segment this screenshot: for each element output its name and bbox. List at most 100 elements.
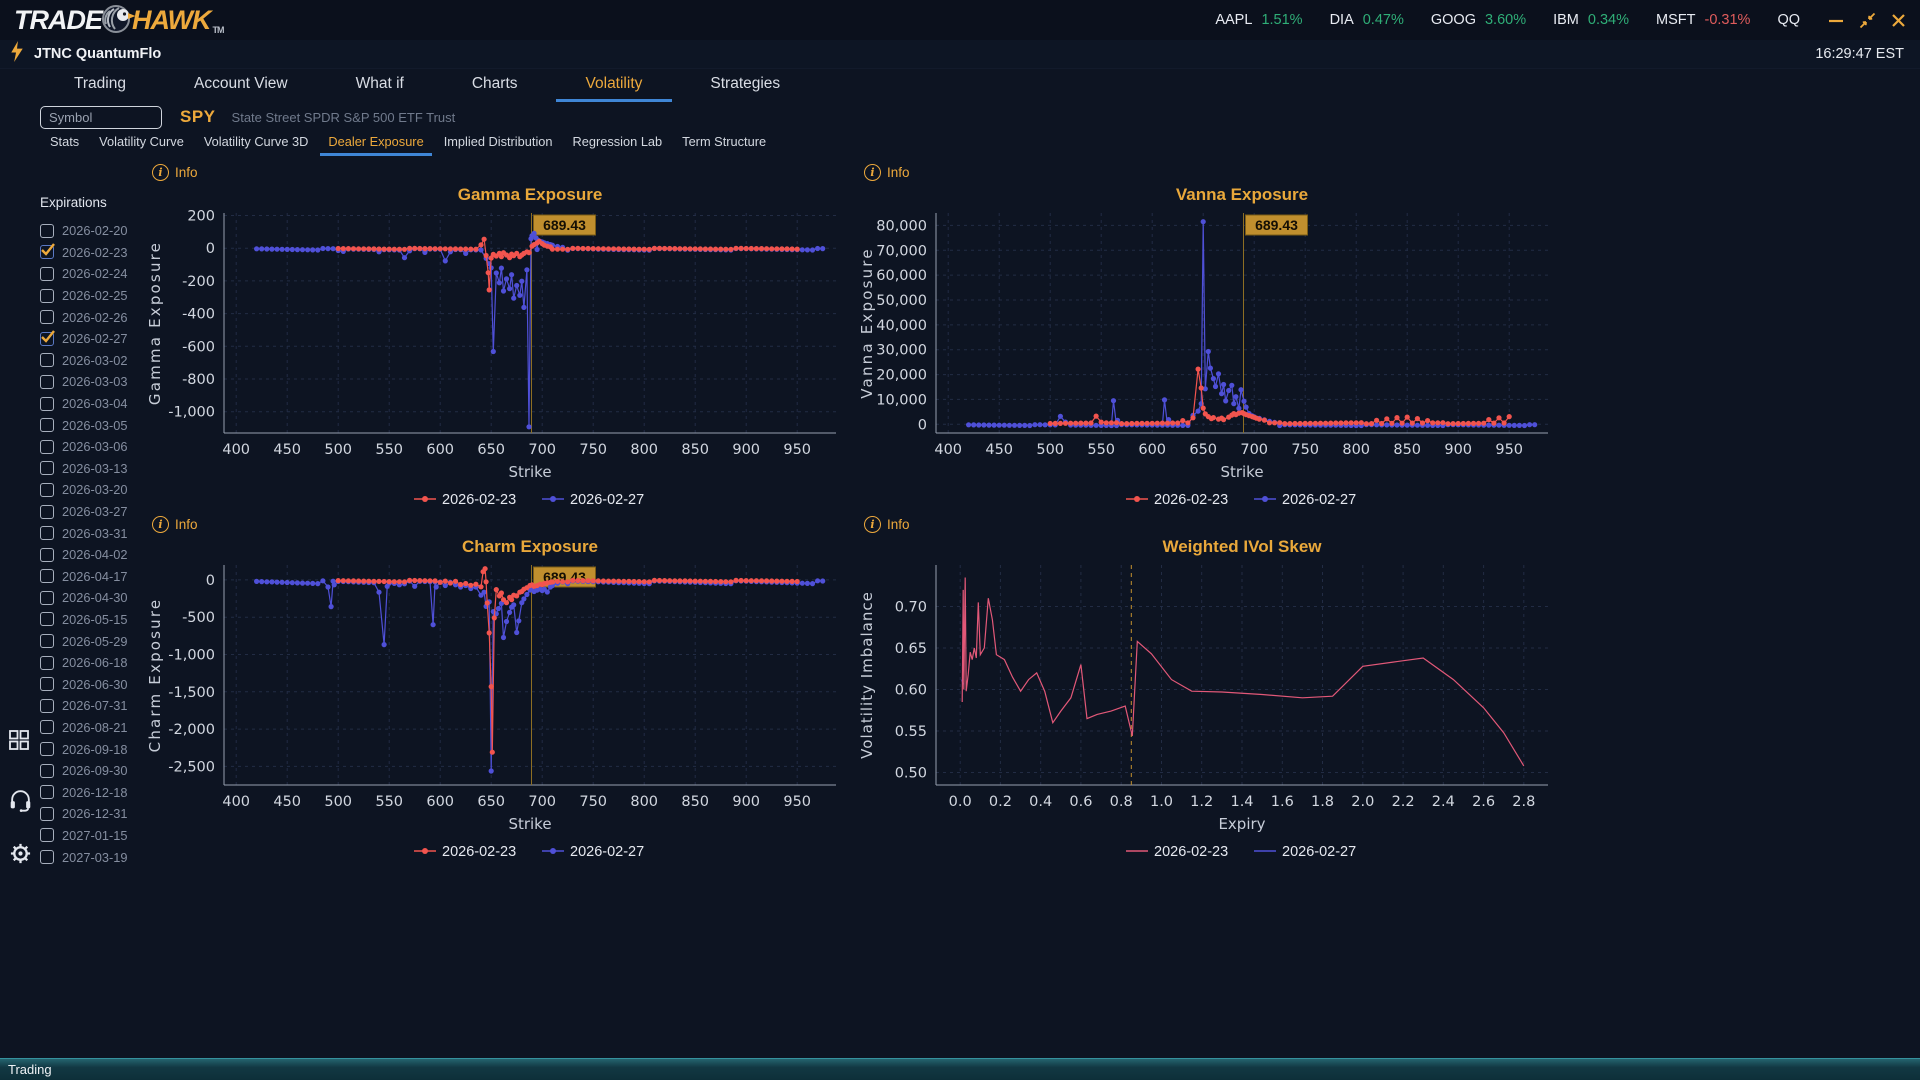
tab-volatility[interactable]: Volatility [552,69,677,102]
info-label: Info [887,516,910,532]
expiration-date-label: 2026-03-05 [62,417,128,433]
expirations-list: 2026-02-20 2026-02-23 2026-02-24 2026-02-25… [40,220,144,868]
expiration-date-label: 2026-06-30 [62,676,128,692]
expiration-checkbox-2026-02-25[interactable]: 2026-02-25 [40,285,144,307]
minimize-button[interactable] [1828,12,1844,28]
expiration-checkbox-2026-02-20[interactable]: 2026-02-20 [40,220,144,242]
expiration-checkbox-2026-03-03[interactable]: 2026-03-03 [40,371,144,393]
svg-text:0.4: 0.4 [1029,794,1052,810]
svg-text:-400: -400 [182,307,215,323]
svg-text:950: 950 [783,794,811,810]
ticker-qq: QQ [1777,12,1800,28]
subtab-implied-distribution[interactable]: Implied Distribution [443,134,553,149]
tab-account-view[interactable]: Account View [193,75,288,92]
expiration-date-label: 2026-03-31 [62,525,128,541]
expiration-checkbox-2026-02-23[interactable]: 2026-02-23 [40,242,144,264]
svg-text:550: 550 [1087,442,1115,458]
vanna-exposure-info-button[interactable]: i Info [852,161,1564,183]
expiration-checkbox-2026-02-26[interactable]: 2026-02-26 [40,306,144,328]
svg-text:1.6: 1.6 [1271,794,1294,810]
expiration-checkbox-2026-07-31[interactable]: 2026-07-31 [40,695,144,717]
symbol-input[interactable] [40,105,162,129]
expiration-checkbox-2026-03-04[interactable]: 2026-03-04 [40,393,144,415]
charm-exposure-info-button[interactable]: i Info [140,513,852,535]
expiration-checkbox-2026-06-18[interactable]: 2026-06-18 [40,652,144,674]
left-rail [8,159,38,1059]
svg-text:700: 700 [528,794,556,810]
weighted-ivol-skew-info-button[interactable]: i Info [852,513,1564,535]
expiration-checkbox-2026-06-30[interactable]: 2026-06-30 [40,673,144,695]
expiration-checkbox-2026-02-27[interactable]: 2026-02-27 [40,328,144,350]
tab-what-if[interactable]: What if [355,75,404,92]
checkbox-checked-icon [40,330,55,346]
svg-text:800: 800 [630,442,658,458]
volatility-subnav: Stats Volatility Curve Volatility Curve 3D… [0,131,1920,159]
svg-text:Gamma Exposure: Gamma Exposure [458,185,603,204]
expiration-checkbox-2026-04-02[interactable]: 2026-04-02 [40,544,144,566]
checkbox-icon [40,720,54,735]
checkbox-icon [40,634,54,649]
expirations-panel: Expirations 2026-02-20 2026-02-23 2026-02-… [40,195,144,868]
svg-text:0.8: 0.8 [1110,794,1133,810]
svg-text:650: 650 [477,794,505,810]
tab-trading[interactable]: Trading [74,75,126,92]
svg-text:Vanna Exposure: Vanna Exposure [858,247,876,399]
tradehawk-logo: TRADE HAWK TM [14,2,225,39]
expiration-checkbox-2026-03-13[interactable]: 2026-03-13 [40,458,144,480]
svg-text:2026-02-23: 2026-02-23 [1154,844,1228,860]
svg-text:70,000: 70,000 [876,243,927,259]
expiration-checkbox-2026-02-24[interactable]: 2026-02-24 [40,263,144,285]
expiration-checkbox-2026-09-30[interactable]: 2026-09-30 [40,760,144,782]
svg-text:950: 950 [783,442,811,458]
expiration-checkbox-2026-03-05[interactable]: 2026-03-05 [40,414,144,436]
svg-text:700: 700 [1240,442,1268,458]
expiration-checkbox-2026-05-29[interactable]: 2026-05-29 [40,630,144,652]
expiration-date-label: 2026-12-31 [62,806,128,822]
subtab-volatility-curve-3d[interactable]: Volatility Curve 3D [203,134,309,149]
svg-text:650: 650 [477,442,505,458]
expiration-checkbox-2027-01-15[interactable]: 2027-01-15 [40,825,144,847]
headset-icon[interactable] [8,787,33,817]
expiration-checkbox-2027-03-19[interactable]: 2027-03-19 [40,846,144,868]
close-button[interactable] [1891,13,1906,28]
checkbox-checked-icon [40,243,55,260]
expiration-checkbox-2026-03-06[interactable]: 2026-03-06 [40,436,144,458]
expiration-checkbox-2026-12-18[interactable]: 2026-12-18 [40,781,144,803]
expiration-checkbox-2026-12-31[interactable]: 2026-12-31 [40,803,144,825]
statusbar-trading-item[interactable]: Trading [8,1062,52,1077]
expiration-checkbox-2026-03-31[interactable]: 2026-03-31 [40,522,144,544]
gamma-exposure-info-button[interactable]: i Info [140,161,852,183]
svg-text:800: 800 [630,794,658,810]
expiration-checkbox-2026-08-21[interactable]: 2026-08-21 [40,717,144,739]
subtab-stats[interactable]: Stats [50,134,80,149]
grid-icon[interactable] [8,729,30,756]
checkbox-icon [40,439,54,454]
tab-strategies[interactable]: Strategies [710,75,781,92]
expiration-checkbox-2026-03-02[interactable]: 2026-03-02 [40,350,144,372]
gear-icon[interactable] [8,841,33,871]
subtab-dealer-exposure[interactable]: Dealer Exposure [318,131,433,156]
subtab-term-structure[interactable]: Term Structure [682,134,767,149]
weighted-ivol-skew-plot: Weighted IVol Skew 0.70 0.65 0.60 0.55 0.50 0.… [858,537,1548,860]
expiration-checkbox-2026-03-27[interactable]: 2026-03-27 [40,501,144,523]
expiration-checkbox-2026-04-17[interactable]: 2026-04-17 [40,566,144,588]
svg-text:689.43: 689.43 [543,217,586,233]
expiration-checkbox-2026-03-20[interactable]: 2026-03-20 [40,479,144,501]
subtab-volatility-curve[interactable]: Volatility Curve [99,134,184,149]
restore-icon [1859,12,1876,28]
tab-charts[interactable]: Charts [471,75,518,92]
expiration-checkbox-2026-09-18[interactable]: 2026-09-18 [40,738,144,760]
restore-button[interactable] [1859,12,1876,29]
charm-exposure-chart-panel: i Info Charm Exposure 0 -500 -1,000 -1,500 -2,0… [140,513,852,865]
checkbox-icon [40,612,54,627]
expiration-checkbox-2026-04-30[interactable]: 2026-04-30 [40,587,144,609]
svg-text:900: 900 [732,442,760,458]
expiration-checkbox-2026-05-15[interactable]: 2026-05-15 [40,609,144,631]
svg-text:750: 750 [579,442,607,458]
subtab-regression-lab[interactable]: Regression Lab [572,134,663,149]
ticker-change: 0.34% [1587,12,1630,28]
svg-text:2026-02-27: 2026-02-27 [570,844,644,860]
svg-text:2026-02-23: 2026-02-23 [442,492,516,508]
svg-text:400: 400 [222,794,250,810]
